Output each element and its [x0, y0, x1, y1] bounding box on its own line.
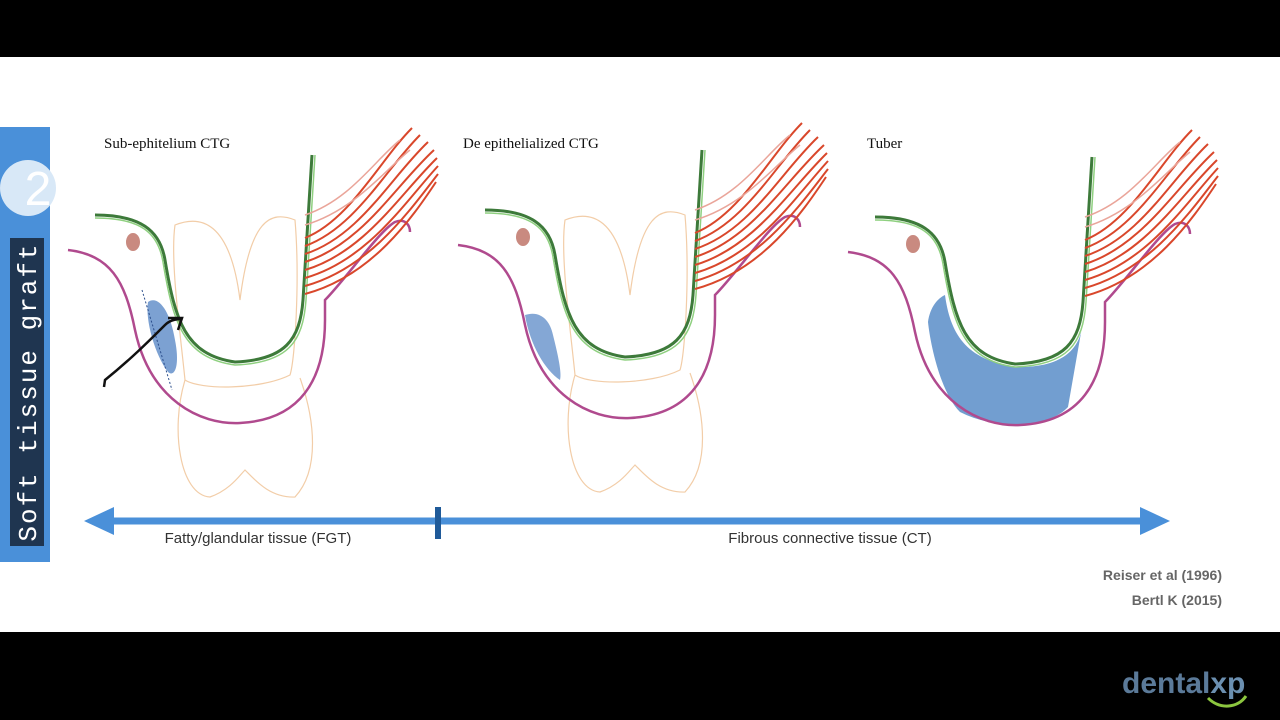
scale-label: Fatty/glandular tissue (FGT) — [165, 530, 352, 547]
tab-circle — [0, 160, 56, 216]
slide-bg — [0, 57, 1280, 632]
panel-1: Sub-ephitelium CTG — [68, 128, 438, 498]
arrow-left — [84, 507, 114, 535]
panel-title: De epithelialized CTG — [463, 136, 599, 152]
reference: Reiser et al (1996) — [1103, 567, 1222, 583]
arrow-right — [1140, 507, 1170, 535]
tab-label: Soft tissue graft — [14, 242, 44, 541]
reference: Bertl K (2015) — [1132, 592, 1222, 608]
scale-label: Fibrous connective tissue (CT) — [728, 530, 931, 547]
panel-title: Sub-ephitelium CTG — [104, 136, 230, 152]
tab-label-bg — [10, 238, 44, 546]
panel-3 — [848, 130, 1218, 425]
panel-2 — [458, 123, 828, 493]
logo-smile — [1206, 695, 1248, 708]
panel-title: Tuber — [867, 136, 902, 152]
scale-divider — [435, 507, 441, 539]
tab-number: 2 — [25, 163, 52, 216]
logo: dentalxp — [1122, 667, 1245, 700]
